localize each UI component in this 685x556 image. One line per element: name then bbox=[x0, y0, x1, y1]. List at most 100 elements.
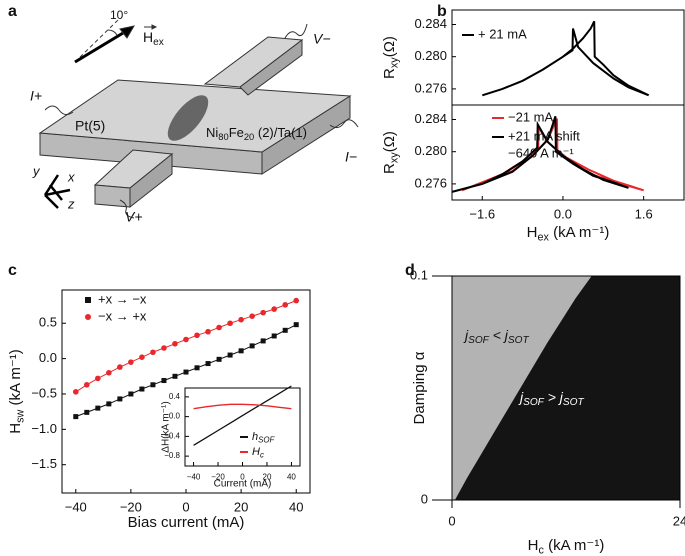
terminal-label: I+ bbox=[30, 88, 42, 104]
data-point bbox=[72, 389, 79, 395]
angle-arc bbox=[107, 29, 118, 36]
x-axis-label: Current (mA) bbox=[214, 479, 272, 490]
wire bbox=[284, 23, 308, 39]
x-tick-label: −20 bbox=[120, 500, 142, 515]
y-axis-label: Hsw (kA m⁻¹) bbox=[7, 349, 26, 433]
arm-top-side bbox=[239, 38, 303, 96]
data-point bbox=[216, 324, 222, 331]
data-line bbox=[481, 20, 650, 97]
data-line bbox=[193, 385, 292, 446]
terminal-label: V+ bbox=[125, 209, 143, 225]
annotation: jSOF > jSOT bbox=[518, 389, 584, 408]
data-point bbox=[106, 369, 112, 376]
x-tick-label: −40 bbox=[187, 473, 201, 482]
data-point bbox=[117, 396, 123, 402]
data-point bbox=[282, 302, 289, 308]
text-part: R bbox=[381, 68, 398, 79]
wire bbox=[119, 199, 135, 219]
terminal-label: I− bbox=[345, 149, 357, 165]
x-tick-label: 40 bbox=[287, 473, 296, 482]
text-part: sw bbox=[14, 409, 26, 422]
data-point bbox=[238, 316, 244, 323]
layer-label: Ni80Fe20 (2)/Ta(1) bbox=[206, 125, 307, 142]
text-part: H bbox=[7, 423, 24, 434]
data-point bbox=[205, 361, 211, 367]
text-part: H bbox=[527, 224, 538, 241]
text-part: Fe bbox=[229, 125, 244, 140]
x-tick-label: 1.6 bbox=[635, 207, 653, 222]
data-point bbox=[194, 332, 200, 339]
panel-label: b bbox=[437, 3, 447, 20]
legend-label: +21 mA shift bbox=[508, 128, 580, 143]
data-point bbox=[293, 322, 299, 328]
data-point bbox=[139, 354, 145, 360]
field-label: Hex bbox=[143, 29, 164, 48]
x-tick-label: 0 bbox=[182, 500, 189, 515]
data-point bbox=[271, 333, 277, 339]
data-point bbox=[128, 359, 134, 365]
x-tick-label: 20 bbox=[263, 473, 272, 482]
data-point bbox=[227, 320, 233, 327]
panel-label: d bbox=[405, 262, 415, 279]
legend-label: hSOF bbox=[252, 431, 276, 444]
legend-label: −21 mA bbox=[508, 109, 553, 124]
y-tick-label: −1.0 bbox=[31, 421, 57, 436]
angle-label: 10° bbox=[110, 8, 128, 22]
panel-label: c bbox=[8, 262, 17, 279]
data-point bbox=[139, 386, 145, 392]
x-tick-label: 40 bbox=[289, 500, 303, 515]
plot-frame bbox=[451, 275, 681, 501]
y-tick-label: −0.8 bbox=[164, 451, 180, 460]
data-point bbox=[260, 338, 266, 344]
data-point bbox=[172, 373, 178, 379]
legend-marker bbox=[85, 297, 91, 303]
x-tick-label: −40 bbox=[65, 500, 87, 515]
x-axis-label: Bias current (mA) bbox=[128, 514, 245, 531]
region bbox=[454, 276, 680, 500]
text-part: 80 bbox=[218, 132, 228, 142]
coord-axes bbox=[43, 174, 71, 209]
data-point bbox=[84, 381, 90, 388]
data-point bbox=[282, 327, 288, 333]
data-point bbox=[84, 409, 90, 415]
text-part: c bbox=[260, 450, 264, 459]
schematic bbox=[38, 19, 359, 219]
text-part: SOT bbox=[563, 397, 585, 408]
layer-label: Pt(5) bbox=[75, 118, 105, 134]
text-part: ex bbox=[538, 231, 550, 243]
data-point bbox=[260, 309, 266, 316]
data-point bbox=[183, 336, 189, 343]
wire bbox=[44, 105, 74, 116]
y-tick-label: 0.280 bbox=[414, 48, 447, 63]
text-part: H bbox=[252, 446, 260, 458]
x-tick-label: 0 bbox=[448, 513, 455, 528]
y-tick-label: 0.284 bbox=[414, 111, 447, 126]
data-point bbox=[95, 375, 101, 382]
data-point bbox=[106, 401, 112, 407]
plot-frame bbox=[451, 104, 685, 201]
text-part: H bbox=[143, 29, 153, 45]
axis-name: y bbox=[32, 163, 41, 178]
y-tick-label: −0.5 bbox=[31, 385, 57, 400]
data-point bbox=[216, 356, 222, 362]
text-part: ex bbox=[153, 37, 164, 48]
text-part: R bbox=[381, 163, 398, 174]
data-point bbox=[161, 378, 167, 384]
data-line bbox=[451, 115, 629, 193]
legend-label: −x → +x bbox=[98, 308, 147, 323]
data-point bbox=[227, 352, 233, 358]
text-part: SOF bbox=[523, 397, 545, 408]
y-tick-label: −1.5 bbox=[31, 456, 57, 471]
y-axis-label: Rxy(Ω) bbox=[381, 131, 400, 174]
annotation: jSOF < jSOT bbox=[463, 327, 529, 346]
wire bbox=[329, 119, 359, 129]
data-point bbox=[238, 348, 244, 354]
x-tick-label: 0.0 bbox=[554, 207, 572, 222]
y-axis-label: ΔH(kA m⁻¹) bbox=[161, 401, 172, 452]
text-part: c bbox=[539, 544, 545, 556]
text-part: j bbox=[463, 327, 469, 343]
data-point bbox=[249, 313, 255, 319]
x-axis-label: Hc (kA m⁻¹) bbox=[528, 537, 605, 556]
